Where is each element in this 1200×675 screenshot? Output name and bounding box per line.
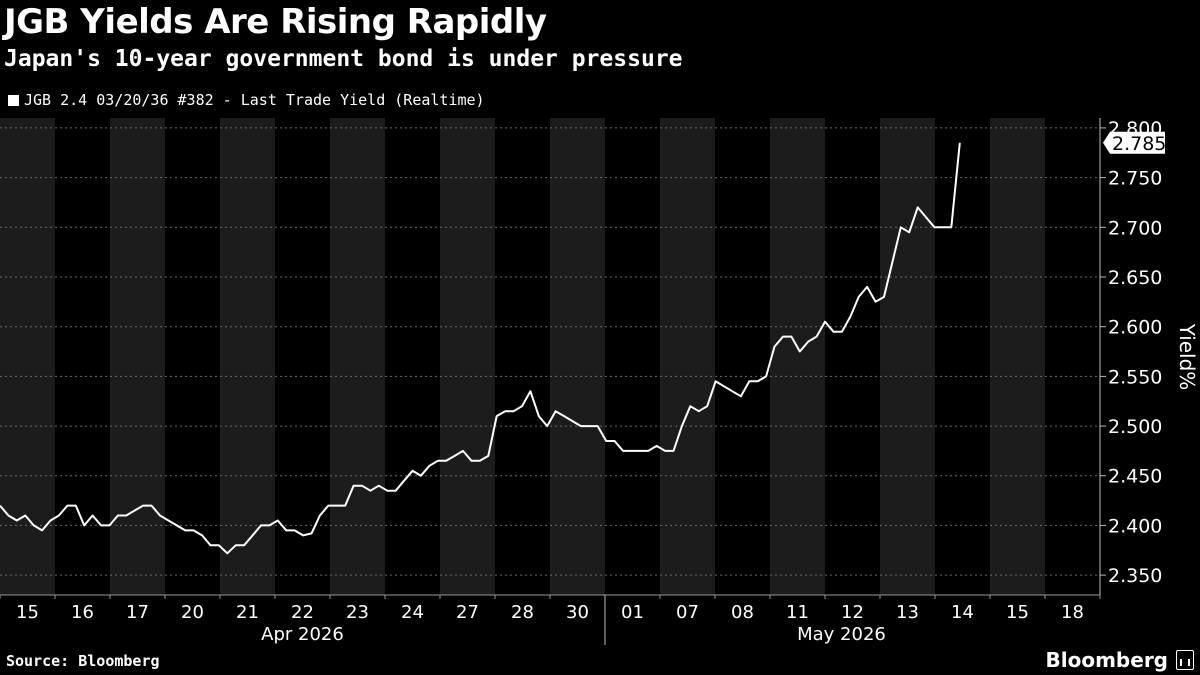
y-tick-label: 2.600 <box>1108 317 1162 339</box>
chart-subtitle: Japan's 10-year government bond is under… <box>4 46 683 72</box>
y-tick-label: 2.350 <box>1108 565 1162 587</box>
x-tick-label: 15 <box>16 602 39 623</box>
period-band <box>330 118 385 595</box>
period-band <box>660 118 715 595</box>
x-tick-label: 27 <box>456 602 479 623</box>
x-tick-label: 16 <box>71 602 94 623</box>
x-tick-label: 11 <box>786 602 809 623</box>
legend: JGB 2.4 03/20/36 #382 - Last Trade Yield… <box>8 91 485 109</box>
x-tick-label: 24 <box>401 602 424 623</box>
y-tick-label: 2.400 <box>1108 515 1162 537</box>
x-tick-label: 12 <box>841 602 864 623</box>
x-tick-label: 08 <box>731 602 754 623</box>
period-band <box>990 118 1045 595</box>
period-band <box>550 118 605 595</box>
x-tick-label: 01 <box>621 602 644 623</box>
x-tick-label: 13 <box>896 602 919 623</box>
source-note: Source: Bloomberg <box>6 652 160 670</box>
period-band <box>220 118 275 595</box>
last-value-label: 2.785 <box>1112 133 1166 155</box>
month-label-apr: Apr 2026 <box>261 624 344 645</box>
x-tick-label: 18 <box>1061 602 1084 623</box>
legend-series-name: JGB 2.4 03/20/36 #382 - Last Trade Yield… <box>24 91 485 109</box>
month-label-may: May 2026 <box>797 624 886 645</box>
x-tick-label: 20 <box>181 602 204 623</box>
bloomberg-logo: Bloomberg <box>1046 648 1194 672</box>
y-axis-label: Yield% <box>1175 323 1199 391</box>
y-tick-label: 2.750 <box>1108 168 1162 190</box>
period-band <box>440 118 495 595</box>
bloomberg-terminal-icon <box>1176 650 1194 670</box>
series-line <box>0 142 961 555</box>
y-tick-label: 2.650 <box>1108 267 1162 289</box>
x-tick-label: 30 <box>566 602 589 623</box>
y-tick-label: 2.450 <box>1108 466 1162 488</box>
x-tick-label: 17 <box>126 602 149 623</box>
x-tick-label: 21 <box>236 602 259 623</box>
x-tick-label: 23 <box>346 602 369 623</box>
y-tick-label: 2.700 <box>1108 217 1162 239</box>
x-tick-label: 15 <box>1006 602 1029 623</box>
x-tick-label: 07 <box>676 602 699 623</box>
brand-name: Bloomberg <box>1045 648 1168 672</box>
period-band <box>110 118 165 595</box>
x-tick-label: 14 <box>951 602 974 623</box>
x-tick-label: 28 <box>511 602 534 623</box>
x-tick-label: 22 <box>291 602 314 623</box>
y-tick-label: 2.500 <box>1108 416 1162 438</box>
last-value-tag <box>1103 131 1165 154</box>
period-band <box>880 118 935 595</box>
y-tick-label: 2.550 <box>1108 366 1162 388</box>
legend-swatch <box>8 94 19 106</box>
chart-title: JGB Yields Are Rising Rapidly <box>4 2 547 42</box>
period-band <box>770 118 825 595</box>
